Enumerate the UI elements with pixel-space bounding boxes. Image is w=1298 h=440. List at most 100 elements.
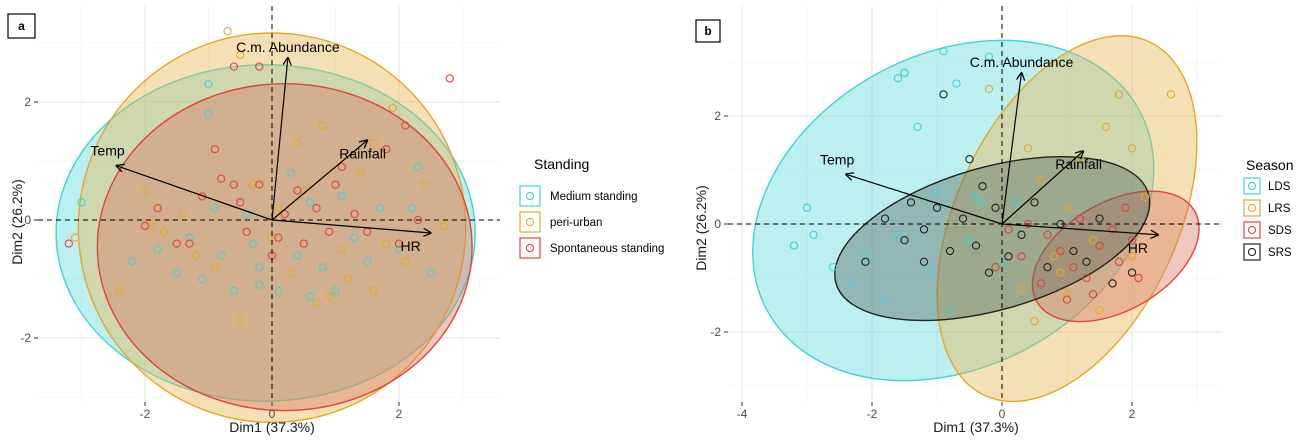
- panel-a-point-peri-urban: [191, 251, 200, 260]
- panel-a-point-spontaneous-standing: [299, 239, 308, 248]
- panel-b-point-srs: [1043, 263, 1052, 272]
- panel-a-point-spontaneous-standing: [382, 145, 391, 154]
- panel-b-y-tick-label: 0: [714, 217, 721, 231]
- panel-b-point-lds: [893, 74, 903, 83]
- panel-a-point-medium-standing: [248, 239, 258, 248]
- panel-a-y-axis-title: Dim2 (26.2%): [9, 179, 25, 265]
- panel-b-points: [789, 47, 1176, 326]
- panel-a-point-spontaneous-standing: [274, 233, 283, 242]
- panel-a-legend-label-peri-urban: peri-urban: [550, 217, 602, 229]
- panel-b-arrow-label-temp: Temp: [820, 151, 854, 167]
- panel-a-point-medium-standing: [407, 204, 416, 213]
- panel-b-legend-label-srs: SRS: [1268, 247, 1292, 259]
- panel-a-point-peri-urban: [210, 263, 219, 272]
- panel-b-point-sds: [1036, 279, 1046, 288]
- panel-a-legend-title: Standing: [534, 156, 589, 172]
- panel-a-point-medium-standing: [153, 245, 162, 254]
- panel-b-point-sds: [1127, 236, 1137, 245]
- panel-a-legend-key-peri-urban: [519, 211, 541, 233]
- panel-a-point-spontaneous-standing: [445, 74, 454, 83]
- panel-b-x-tick-label: 0: [999, 407, 1006, 421]
- panel-a-point-peri-urban: [159, 227, 169, 236]
- panel-b-point-lrs: [1023, 144, 1033, 153]
- panel-a-point-medium-standing: [331, 286, 340, 295]
- panel-a-point-spontaneous-standing: [324, 227, 334, 236]
- panel-b-point-lds: [893, 230, 903, 239]
- panel-b-point-srs: [919, 225, 929, 234]
- panel-b-x-tick-label: 2: [1129, 407, 1136, 421]
- panel-a-point-peri-urban: [140, 186, 150, 195]
- panel-a-point-peri-urban: [223, 27, 232, 36]
- panel-a-point-spontaneous-standing: [394, 239, 404, 248]
- panel-b-point-lrs: [1127, 252, 1137, 261]
- panel-a-point-peri-urban: [344, 274, 353, 284]
- panel-a-arrow-rainfall: [271, 140, 367, 221]
- panel-a-y-tick-label: 0: [24, 213, 31, 227]
- panel-a-point-medium-standing: [413, 162, 423, 172]
- panel-a-point-medium-standing: [204, 109, 213, 118]
- panel-a-point-spontaneous-standing: [236, 198, 245, 207]
- panel-a-point-spontaneous-standing: [229, 62, 239, 71]
- panel-b-x-ticks: -4 -2 0 2: [737, 402, 1136, 421]
- panel-b-point-sds: [1043, 230, 1052, 239]
- panel-a-legend-key-medium-standing: [519, 185, 541, 207]
- panel-b-point-srs: [1004, 252, 1013, 261]
- panel-a-point-medium-standing: [210, 204, 219, 213]
- panel-a-point-medium-standing: [293, 251, 302, 260]
- panel-a-point-medium-standing: [172, 268, 181, 278]
- panel-b-point-lds: [926, 268, 935, 277]
- panel-b-point-lds: [913, 122, 922, 131]
- panel-a-ellipse-medium-standing: [55, 64, 476, 402]
- panel-b-point-lrs: [984, 84, 994, 94]
- panel-a-point-spontaneous-standing: [350, 209, 359, 219]
- panel-b-y-tick-label: -2: [710, 325, 721, 339]
- panel-a-y-ticks: -2 0 2: [20, 95, 38, 345]
- panel-b-point-lds: [965, 236, 974, 245]
- panel-b-point-lds: [1010, 198, 1020, 207]
- panel-b-x-tick-label: -2: [867, 407, 878, 421]
- panel-a-arrow-label-rainfall: Rainfall: [339, 145, 386, 161]
- panel-b-point-lrs: [1095, 306, 1104, 315]
- panel-b-y-axis-title: Dim2 (26.2%): [693, 185, 709, 271]
- panel-a-point-peri-urban: [382, 239, 391, 248]
- panel-b-point-lrs: [1062, 290, 1072, 299]
- panel-a-point-spontaneous-standing: [401, 121, 410, 130]
- panel-b-point-srs: [965, 155, 974, 164]
- panel-a-point-spontaneous-standing: [255, 180, 264, 189]
- panel-a-point-medium-standing: [242, 209, 251, 219]
- panel-a-point-medium-standing: [229, 286, 239, 295]
- panel-b-point-srs: [1017, 230, 1026, 239]
- panel-a-point-medium-standing: [350, 233, 359, 242]
- panel-b-legend-key-srs: [1243, 243, 1261, 261]
- panel-b-point-lds: [789, 241, 799, 250]
- panel-b-point-srs: [945, 246, 955, 256]
- panel-b-ellipse-srs: [834, 156, 1151, 322]
- panel-a-point-spontaneous-standing: [140, 221, 150, 231]
- panel-b-arrow-temp: [846, 174, 1003, 225]
- panel-b-point-lds: [952, 79, 961, 88]
- panel-b-point-sds: [1062, 295, 1072, 304]
- panel-a-point-spontaneous-standing: [210, 145, 219, 154]
- panel-b: C.m. Abundance Rainfall Temp HR -4 -2 0 2 -2 0 2…: [693, 6, 1293, 435]
- panel-a: C.m. Abundance Rainfall Temp HR -2 0 2 -2 0 2 D…: [7, 6, 664, 435]
- panel-b-point-lds: [939, 47, 948, 56]
- panel-a-point-medium-standing: [217, 251, 226, 260]
- panel-b-arrow-c-m-abundance: [1001, 73, 1022, 225]
- panel-b-point-lds: [900, 68, 909, 77]
- panel-b-letter-box: [695, 19, 721, 43]
- panel-a-point-spontaneous-standing: [153, 204, 162, 213]
- panel-a-point-medium-standing: [375, 204, 385, 213]
- panel-b-x-axis-title: Dim1 (37.3%): [933, 419, 1019, 435]
- panel-a-point-medium-standing: [426, 268, 435, 278]
- panel-a-point-medium-standing: [255, 263, 264, 272]
- panel-b-point-lds: [809, 230, 818, 239]
- panel-b-legend-marker-lrs: [1247, 203, 1257, 213]
- panel-a-legend-marker-peri-urban: [525, 217, 535, 227]
- panel-a-point-spontaneous-standing: [229, 180, 239, 189]
- panel-b-variable-arrows: C.m. Abundance Rainfall Temp HR: [820, 54, 1158, 256]
- panel-a-point-peri-urban: [293, 139, 302, 148]
- panel-b-legend-label-lrs: LRS: [1268, 203, 1291, 215]
- panel-b-point-srs: [1030, 198, 1039, 207]
- panel-a-point-spontaneous-standing: [185, 239, 194, 248]
